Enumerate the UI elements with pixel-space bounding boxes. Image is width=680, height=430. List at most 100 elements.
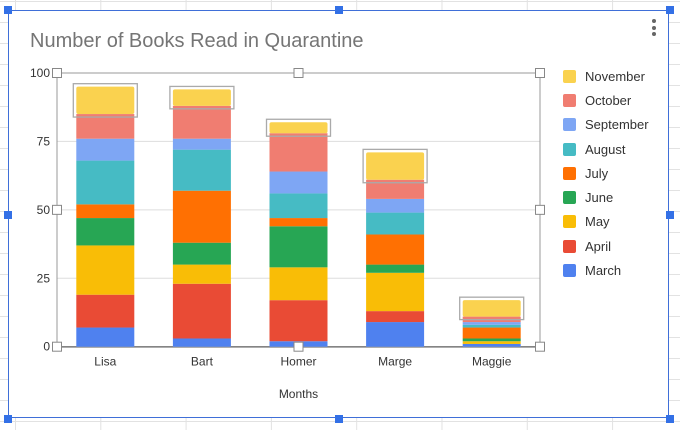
y-tick-label: 25 [37,271,51,285]
legend-swatch [563,118,576,132]
plot-resize-handle[interactable] [293,341,304,352]
bar-segment-november-lisa[interactable] [76,86,135,115]
chart-resize-handle[interactable] [4,6,12,14]
legend-swatch [563,264,576,278]
legend-item-october[interactable]: October [563,88,649,112]
more-options-icon[interactable] [650,19,658,39]
selected-series-outline [362,148,428,184]
plot-resize-handle[interactable] [52,68,62,78]
x-axis-title: Months [279,387,318,401]
bar-segment-may-marge[interactable] [366,272,425,312]
bar-segment-june-bart[interactable] [172,242,231,265]
x-tick-label: Lisa [94,355,116,369]
bar-segment-june-homer[interactable] [269,226,328,268]
legend-item-june[interactable]: June [563,185,649,209]
legend-item-april[interactable]: April [563,234,649,258]
plot-resize-handle[interactable] [52,204,62,215]
plot-resize-handle[interactable] [535,68,545,78]
bar-segment-april-homer[interactable] [269,300,328,342]
legend-label: June [585,190,614,206]
legend-label: March [585,263,622,279]
y-tick-label: 75 [37,134,51,148]
bar-segment-july-bart[interactable] [172,190,231,243]
bar-segment-july-marge[interactable] [366,234,425,265]
legend-swatch [563,215,576,229]
bar-segment-august-marge[interactable] [366,212,425,235]
bar-segment-october-homer[interactable] [269,133,328,172]
x-tick-label: Maggie [472,355,512,369]
bar-segment-may-homer[interactable] [269,267,328,301]
legend-item-may[interactable]: May [563,210,649,234]
bar-segment-april-marge[interactable] [366,311,425,323]
bar-segment-november-bart[interactable] [172,89,231,106]
bar-segment-july-maggie[interactable] [462,327,521,339]
bar-segment-july-homer[interactable] [269,218,328,227]
bar-segment-september-bart[interactable] [172,138,231,150]
bar-segment-september-homer[interactable] [269,171,328,194]
plot-resize-handle[interactable] [293,68,304,78]
bar-segment-may-maggie[interactable] [462,341,521,344]
bar-segment-september-maggie[interactable] [462,322,521,325]
chart-resize-handle[interactable] [335,415,343,423]
bar-segment-august-homer[interactable] [269,193,328,219]
chart-resize-handle[interactable] [4,211,12,219]
y-tick-label: 0 [43,340,50,354]
y-tick-label: 100 [30,66,50,80]
bar-segment-august-maggie[interactable] [462,324,521,328]
bar-segment-june-lisa[interactable] [76,218,135,246]
plot-resize-handle[interactable] [52,341,62,352]
bar-segment-july-lisa[interactable] [76,204,135,219]
legend-swatch [563,191,576,205]
bar-segment-november-homer[interactable] [269,122,328,134]
bar-segment-november-marge[interactable] [366,152,425,180]
bar-segment-april-bart[interactable] [172,283,231,339]
legend-item-july[interactable]: July [563,161,649,185]
legend-label: October [585,92,632,108]
chart-resize-handle[interactable] [666,6,674,14]
bar-segment-august-bart[interactable] [172,149,231,191]
selected-series-outline [72,83,138,118]
selected-series-outline [265,118,332,137]
legend-item-march[interactable]: March [563,258,649,282]
plot-resize-handle[interactable] [535,341,545,352]
chart-resize-handle[interactable] [666,211,674,219]
bar-segment-october-lisa[interactable] [76,114,135,139]
bar-segment-march-maggie[interactable] [462,343,521,347]
bar-segment-march-marge[interactable] [366,322,425,347]
bar-segment-october-bart[interactable] [172,105,231,139]
legend-swatch [563,166,576,180]
x-tick-label: Marge [378,355,412,369]
bar-segment-june-maggie[interactable] [462,338,521,342]
bar-segment-september-lisa[interactable] [76,138,135,161]
y-tick-label: 50 [37,203,51,217]
legend[interactable]: November October September August July June Ma… [563,64,649,283]
chart-title[interactable]: Number of Books Read in Quarantine [30,30,364,52]
selected-series-outline [169,85,235,110]
legend-item-september[interactable]: September [563,113,649,137]
legend-label: July [585,165,609,181]
bar-segment-may-lisa[interactable] [76,245,135,295]
x-tick-label: Bart [191,355,214,369]
legend-label: May [585,214,610,230]
legend-item-august[interactable]: August [563,137,649,161]
chart-resize-handle[interactable] [4,415,12,423]
legend-swatch [563,69,576,83]
bar-segment-august-lisa[interactable] [76,160,135,205]
chart-resize-handle[interactable] [335,6,343,14]
bar-segment-april-lisa[interactable] [76,294,135,328]
legend-item-november[interactable]: November [563,64,649,88]
selected-series-outline [459,296,525,321]
bar-segment-october-marge[interactable] [366,179,425,199]
bar-segment-march-lisa[interactable] [76,327,135,347]
bar-segment-march-bart[interactable] [172,338,231,347]
bar-segment-may-bart[interactable] [172,264,231,284]
bar-segment-november-maggie[interactable] [462,300,521,317]
legend-label: August [585,141,626,157]
legend-label: September [585,117,649,133]
chart-resize-handle[interactable] [666,415,674,423]
x-tick-label: Homer [280,355,316,369]
plot-resize-handle[interactable] [535,204,545,215]
bar-segment-september-marge[interactable] [366,198,425,213]
bar-segment-june-marge[interactable] [366,264,425,273]
